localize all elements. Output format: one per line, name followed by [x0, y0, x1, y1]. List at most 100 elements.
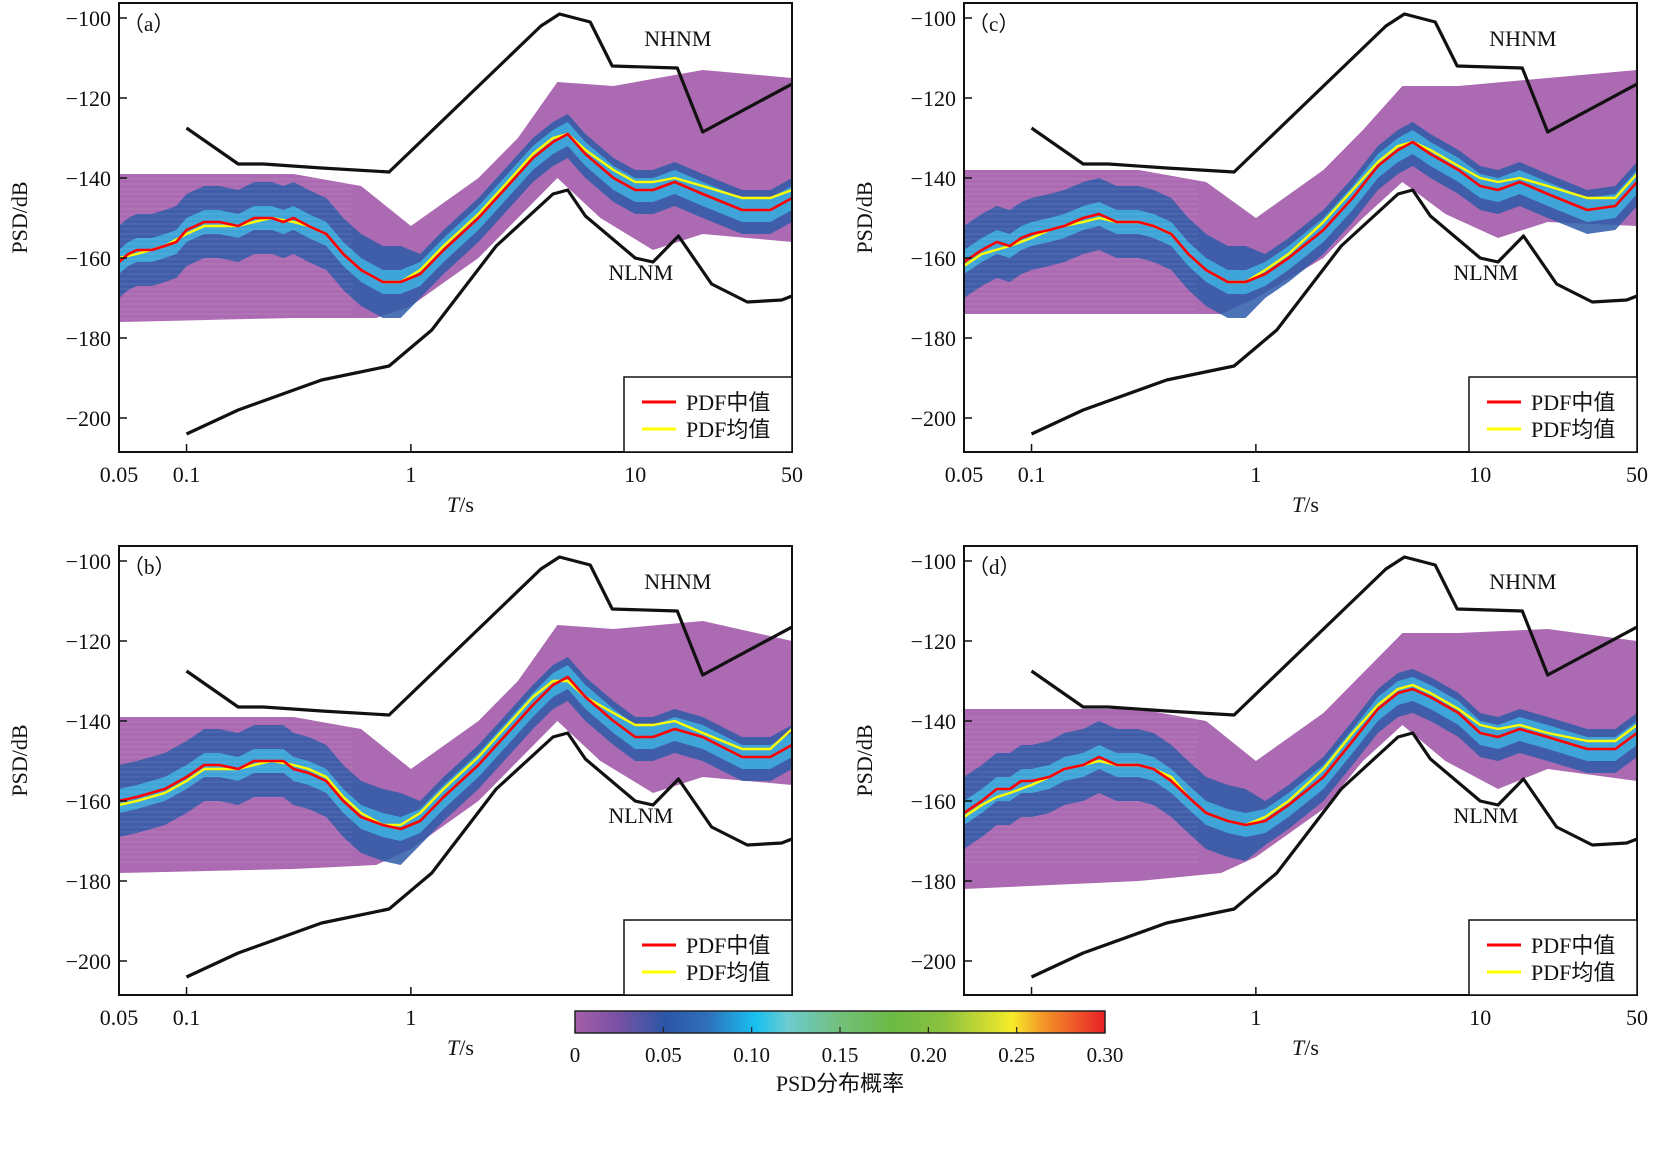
- panel-d: −100−120−140−160−180−2000.050.111050T/sP…: [852, 545, 1648, 1060]
- pdf-density-peak: [119, 122, 792, 294]
- colorbar-tick-label: 0.20: [910, 1043, 947, 1067]
- colorbar-tick-label: 0.15: [822, 1043, 859, 1067]
- legend-box: [1468, 919, 1638, 996]
- plot-area: [119, 12, 792, 436]
- pdf-density-core: [119, 657, 792, 865]
- x-tick-label: 1: [1250, 462, 1261, 487]
- plot-area: [964, 555, 1637, 979]
- x-axis-label-symbol: T: [447, 1035, 461, 1060]
- colorbar-tick-label: 0.25: [998, 1043, 1035, 1067]
- y-tick-label: −100: [911, 6, 956, 31]
- nhnm-label: NHNM: [1489, 569, 1556, 594]
- legend-entry: PDF均值: [1531, 960, 1615, 985]
- x-tick-label: 0.05: [100, 462, 139, 487]
- colorbar-ticks: 0 0.05 0.10 0.15 0.20 0.25 0.30: [570, 1027, 1123, 1067]
- panel-b: −100−120−140−160−180−2000.050.111050T/sP…: [7, 545, 803, 1060]
- legend-box: [623, 919, 793, 996]
- legend-entry: PDF中值: [1531, 933, 1615, 958]
- axes-frame: [963, 2, 1638, 453]
- pdf-median-line: [964, 687, 1637, 827]
- plot-area: [964, 12, 1637, 436]
- legend-entry: PDF中值: [686, 933, 770, 958]
- axes-frame: [118, 545, 793, 996]
- panels: −100 −120 −140 −160 −180 −200 0.05 0.1 1 10 50 T/s P…: [7, 2, 1648, 1060]
- y-tick-label: −160: [66, 789, 111, 814]
- y-tick-label: −100: [66, 6, 111, 31]
- legend-entry: PDF中值: [686, 390, 770, 415]
- y-tick-label: −160: [66, 246, 111, 271]
- pdf-density-outer: [119, 621, 792, 873]
- panel-label: （d）: [968, 555, 1021, 579]
- legend-entry: PDF均值: [1531, 417, 1615, 442]
- x-tick-label: 50: [1626, 1005, 1648, 1030]
- x-tick-label: 50: [781, 462, 803, 487]
- legend-box: [623, 376, 793, 453]
- axes-frame: [963, 545, 1638, 996]
- nhnm-line: [1030, 12, 1637, 174]
- x-tick-label: 10: [1469, 462, 1491, 487]
- y-tick-label: −200: [66, 949, 111, 974]
- legend-entry: PDF均值: [686, 960, 770, 985]
- colorbar-title: PSD分布概率: [776, 1071, 904, 1096]
- legend-entry: PDF中值: [1531, 390, 1615, 415]
- x-axis-label: T/s: [1292, 492, 1319, 517]
- y-axis-label: PSD/dB: [852, 181, 877, 253]
- pdf-density-outer: [964, 629, 1637, 889]
- pdf-median-line: [964, 140, 1637, 284]
- pdf-median-line: [119, 675, 792, 831]
- x-tick-label: 1: [405, 1005, 416, 1030]
- pdf-median-line: [119, 132, 792, 284]
- y-axis-label: PSD/dB: [852, 724, 877, 796]
- panel-label: （c）: [968, 12, 1019, 36]
- x-tick-label: 1: [1250, 1005, 1261, 1030]
- y-tick-label: −180: [911, 326, 956, 351]
- nhnm-label: NHNM: [1489, 26, 1556, 51]
- panel-label: （b）: [123, 555, 176, 579]
- colorbar: 0 0.05 0.10 0.15 0.20 0.25 0.30 PSD分布概率: [570, 1010, 1123, 1096]
- x-axis-label-symbol: T: [447, 492, 461, 517]
- colorbar-tick-label: 0.05: [645, 1043, 682, 1067]
- nhnm-line: [185, 555, 792, 717]
- x-tick-label: 0.1: [173, 1005, 201, 1030]
- nlnm-line: [185, 731, 792, 979]
- y-tick-label: −100: [911, 549, 956, 574]
- x-tick-label: 10: [1469, 1005, 1491, 1030]
- y-tick-label: −140: [911, 709, 956, 734]
- x-axis-label: T/s: [447, 492, 474, 517]
- x-tick-label: 0.05: [945, 462, 984, 487]
- y-tick-label: −140: [911, 166, 956, 191]
- legend-box: [1468, 376, 1638, 453]
- nhnm-line: [185, 12, 792, 174]
- y-tick-label: −120: [911, 629, 956, 654]
- x-tick-label: 0.1: [173, 462, 201, 487]
- nhnm-label: NHNM: [644, 569, 711, 594]
- y-tick-label: −180: [66, 326, 111, 351]
- y-tick-label: −160: [911, 789, 956, 814]
- axes-frame: [118, 2, 793, 453]
- nhnm-label: NHNM: [644, 26, 711, 51]
- y-tick-label: −200: [911, 949, 956, 974]
- panel-c: −100 −120 −140 −160 −180 −200 0.05 0.1 1 10 50 T/s P…: [852, 2, 1648, 517]
- y-tick-label: −140: [66, 166, 111, 191]
- x-tick-label: 0.1: [1018, 462, 1046, 487]
- nlnm-label: NLNM: [608, 260, 673, 285]
- colorbar-tick-label: 0.10: [733, 1043, 770, 1067]
- colorbar-tick-label: 0: [570, 1043, 581, 1067]
- nlnm-line: [185, 188, 792, 436]
- x-axis-label-unit: /s: [459, 1035, 474, 1060]
- nlnm-line: [1030, 188, 1637, 436]
- y-tick-label: −200: [911, 406, 956, 431]
- pdf-density-outer: [119, 70, 792, 322]
- x-axis-label-unit: /s: [1304, 1035, 1319, 1060]
- panel-a: −100 −120 −140 −160 −180 −200 0.05 0.1 1 10 50 T/s P…: [7, 2, 803, 517]
- y-tick-label: −160: [911, 246, 956, 271]
- x-tick-label: 1: [405, 462, 416, 487]
- y-tick-label: −100: [66, 549, 111, 574]
- y-tick-label: −120: [911, 86, 956, 111]
- y-tick-label: −180: [66, 869, 111, 894]
- x-axis-label: T/s: [1292, 1035, 1319, 1060]
